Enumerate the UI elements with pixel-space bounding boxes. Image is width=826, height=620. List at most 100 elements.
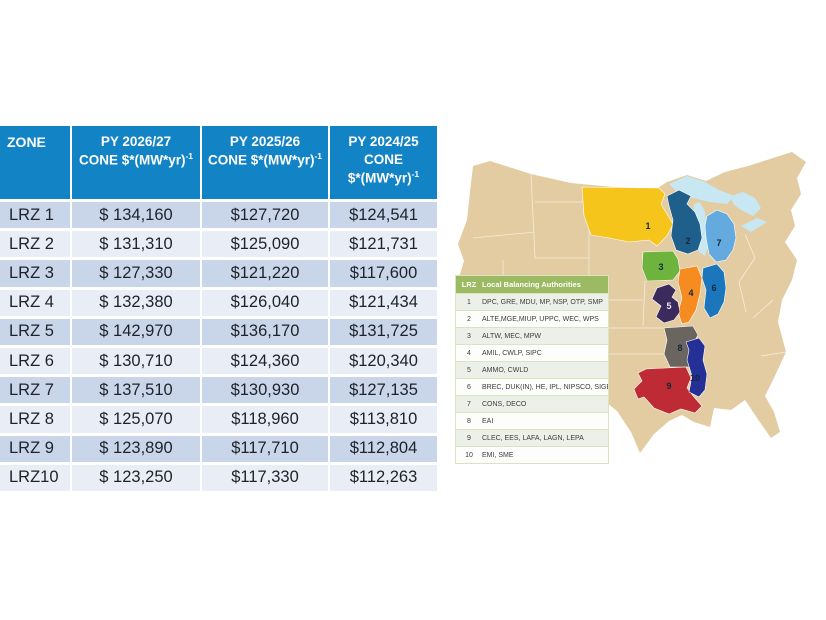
table-row: LRZ 2 $ 131,310 $125,090 $121,731 [0, 231, 437, 258]
legend-authorities-list: AMMO, CWLD [482, 366, 529, 374]
py-2024-25-column-header: PY 2024/25 CONE $*(MW*yr)-1 [330, 126, 437, 199]
zone-7-label: 7 [716, 238, 721, 248]
zone-header-label: ZONE [7, 134, 46, 150]
legend-lrz-number: 10 [465, 451, 473, 459]
legend-row: 6 BREC, DUK(IN), HE, IPL, NIPSCO, SIGE [456, 378, 608, 395]
legend-lrz-number: 7 [467, 400, 471, 408]
table-row: LRZ 1 $ 134,160 $127,720 $124,541 [0, 202, 437, 229]
legend-authorities-list: EMI, SME [482, 451, 514, 459]
legend-lrz-number: 1 [467, 298, 471, 306]
legend-row: 2 ALTE,MGE,MIUP, UPPC, WEC, WPS [456, 310, 608, 327]
py-2024-25-value-cell: $127,135 [330, 377, 437, 404]
zone-cell: LRZ 6 [0, 347, 70, 375]
legend-body: 1 DPC, GRE, MDU, MP, NSP, OTP, SMP 2 ALT… [456, 293, 608, 463]
py-2025-26-value-cell: $127,720 [202, 202, 328, 229]
legend-authorities-list: CLEC, EES, LAFA, LAGN, LEPA [482, 434, 584, 442]
map-zone-9 [633, 366, 703, 415]
lake-huron [731, 192, 761, 216]
zone-cell: LRZ 8 [0, 406, 70, 433]
legend-authorities-list: DPC, GRE, MDU, MP, NSP, OTP, SMP [482, 298, 603, 306]
map-zone-6 [701, 263, 727, 319]
legend-row: 7 CONS, DECO [456, 395, 608, 412]
py-2026-27-value-cell: $ 131,310 [72, 231, 200, 258]
lake-superior [669, 176, 735, 204]
legend-lrz-header: LRZ [461, 280, 477, 289]
legend-lrz-number: 3 [467, 332, 471, 340]
legend-header-row: LRZ Local Balancing Authorities [456, 276, 608, 293]
py-2025-26-value-cell: $117,330 [202, 464, 328, 491]
py-2026-27-value-cell: $ 134,160 [72, 202, 200, 229]
table-row: LRZ10 $ 123,250 $117,330 $112,263 [0, 464, 437, 491]
table-row: LRZ 5 $ 142,970 $136,170 $131,725 [0, 318, 437, 345]
map-zone-4 [677, 265, 703, 325]
zone-4-label: 4 [688, 288, 693, 298]
cone-table: ZONE PY 2026/27 CONE $*(MW*yr)-1 PY 2025… [0, 126, 437, 491]
map-zone-7 [704, 209, 737, 263]
legend-authorities-list: ALTE,MGE,MIUP, UPPC, WEC, WPS [482, 315, 599, 323]
map-zone-1 [581, 186, 674, 247]
py-2024-25-value-cell: $112,263 [330, 464, 437, 491]
zone-cell: LRZ 7 [0, 377, 70, 404]
py-2026-27-value-cell: $ 127,330 [72, 260, 200, 287]
legend-lrz-number: 2 [467, 315, 471, 323]
map-zone-2 [666, 189, 703, 255]
py-2024-25-value-cell: $124,541 [330, 202, 437, 229]
py-2024-25-value-cell: $117,600 [330, 260, 437, 287]
zone-6-label: 6 [711, 283, 716, 293]
zone-cell: LRZ 3 [0, 260, 70, 287]
miso-zone-map: 1 2 3 4 5 6 7 8 9 10 LRZ Local Balancing… [443, 140, 826, 464]
table-body: LRZ 1 $ 134,160 $127,720 $124,541 LRZ 2 … [0, 202, 437, 491]
py-2024-25-value-cell: $112,804 [330, 435, 437, 462]
map-zone-3 [641, 250, 681, 282]
zone-column-header: ZONE [0, 126, 70, 199]
legend-row: 3 ALTW, MEC, MPW [456, 327, 608, 344]
legend-authorities-header: Local Balancing Authorities [482, 280, 581, 289]
table-row: LRZ 6 $ 130,710 $124,360 $120,340 [0, 347, 437, 375]
zone-3-label: 3 [658, 262, 663, 272]
legend-authorities-list: CONS, DECO [482, 400, 527, 408]
zone-number-labels: 1 2 3 4 5 6 7 8 9 10 [645, 221, 721, 391]
legend-lrz-number: 5 [467, 366, 471, 374]
legend-lrz-number: 8 [467, 417, 471, 425]
py-2025-26-value-cell: $126,040 [202, 289, 328, 316]
py-2024-25-value-cell: $121,731 [330, 231, 437, 258]
zone-cell: LRZ 1 [0, 202, 70, 229]
legend-authorities-list: EAI [482, 417, 494, 425]
legend-lrz-number: 9 [467, 434, 471, 442]
py-2026-27-column-header: PY 2026/27 CONE $*(MW*yr)-1 [72, 126, 200, 199]
us-map-svg: 1 2 3 4 5 6 7 8 9 10 [457, 152, 806, 453]
py-2026-27-value-cell: $ 137,510 [72, 377, 200, 404]
zone-2-label: 2 [685, 236, 690, 246]
py-2026-27-value-cell: $ 123,250 [72, 464, 200, 491]
legend-authorities-list: BREC, DUK(IN), HE, IPL, NIPSCO, SIGE [482, 383, 608, 391]
py-2024-25-value-cell: $121,434 [330, 289, 437, 316]
py-2025-26-value-cell: $124,360 [202, 347, 328, 375]
lrz-zones [581, 186, 737, 415]
py-2025-26-value-cell: $118,960 [202, 406, 328, 433]
py-2025-26-value-cell: $130,930 [202, 377, 328, 404]
zone-1-label: 1 [645, 221, 650, 231]
map-zone-10 [685, 337, 708, 398]
zone-8-label: 8 [677, 343, 682, 353]
table-row: LRZ 7 $ 137,510 $130,930 $127,135 [0, 377, 437, 404]
zone-cell: LRZ 2 [0, 231, 70, 258]
legend-lrz-number: 4 [467, 349, 471, 357]
py-2024-25-value-cell: $113,810 [330, 406, 437, 433]
py-2024-25-value-cell: $131,725 [330, 318, 437, 345]
zone-cell: LRZ 9 [0, 435, 70, 462]
table-header-row: ZONE PY 2026/27 CONE $*(MW*yr)-1 PY 2025… [0, 126, 437, 199]
legend-lrz-number: 6 [467, 383, 471, 391]
py-2025-26-value-cell: $136,170 [202, 318, 328, 345]
py-2026-27-value-cell: $ 125,070 [72, 406, 200, 433]
lrz-legend-table: LRZ Local Balancing Authorities 1 DPC, G… [455, 275, 609, 464]
zone-5-label: 5 [666, 301, 671, 311]
zone-cell: LRZ10 [0, 464, 70, 491]
table-row: LRZ 8 $ 125,070 $118,960 $113,810 [0, 406, 437, 433]
py-2026-27-value-cell: $ 130,710 [72, 347, 200, 375]
legend-row: 10 EMI, SME [456, 446, 608, 463]
legend-authorities-list: ALTW, MEC, MPW [482, 332, 541, 340]
table-row: LRZ 3 $ 127,330 $121,220 $117,600 [0, 260, 437, 287]
py-2026-27-value-cell: $ 132,380 [72, 289, 200, 316]
legend-row: 1 DPC, GRE, MDU, MP, NSP, OTP, SMP [456, 293, 608, 310]
legend-row: 8 EAI [456, 412, 608, 429]
